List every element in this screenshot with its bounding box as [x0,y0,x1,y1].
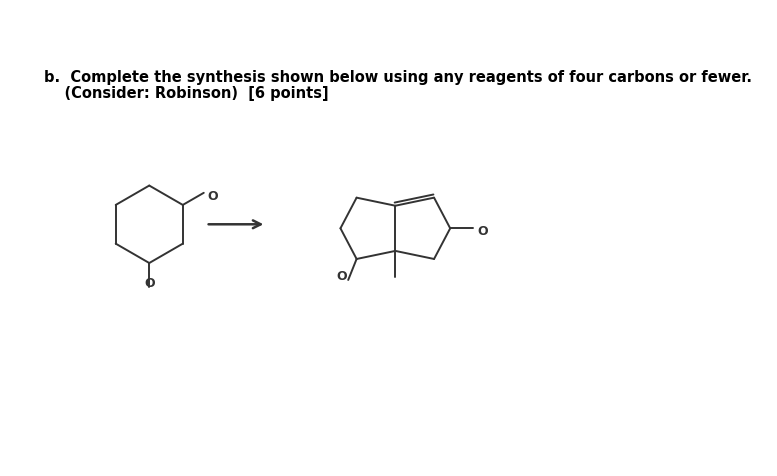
Text: O: O [478,225,488,238]
Text: (Consider: Robinson)  [6 points]: (Consider: Robinson) [6 points] [44,86,329,101]
Text: O: O [336,270,347,283]
Text: O: O [207,189,218,203]
Text: b.  Complete the synthesis shown below using any reagents of four carbons or few: b. Complete the synthesis shown below us… [44,70,752,85]
Text: O: O [144,278,155,290]
